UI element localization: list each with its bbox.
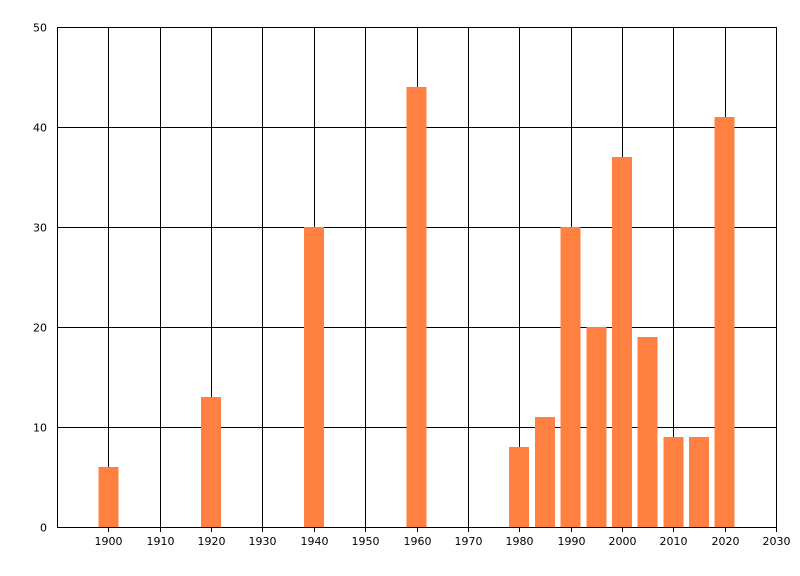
bar-2005 [637,337,658,527]
y-tick-labels: 0 10 20 30 40 50 [33,22,47,535]
x-tick-label-2010: 2010 [660,535,688,548]
x-tick-label-1940: 1940 [301,535,329,548]
x-tick-label-1960: 1960 [404,535,432,548]
y-tick-label-30: 30 [33,222,47,235]
x-tick-labels: 1900 1910 1920 1930 1940 1950 1960 1970 1980 1990… [95,535,791,548]
x-tick-label-1990: 1990 [558,535,586,548]
bar-1990 [560,227,581,527]
y-tick-label-50: 50 [33,22,47,35]
x-tick-label-2000: 2000 [609,535,637,548]
bar-1985 [534,417,555,527]
bar-1940 [303,227,324,527]
x-tick-label-1980: 1980 [506,535,534,548]
bar-1980 [509,447,530,527]
x-tick-label-1910: 1910 [147,535,175,548]
bars [98,87,735,527]
x-tick-label-2030: 2030 [763,535,791,548]
bar-1995 [586,327,607,527]
y-tick-label-0: 0 [40,522,47,535]
bar-1960 [406,87,427,527]
bar-1920 [201,397,222,527]
bar-2015 [688,437,709,527]
bar-1900 [98,467,119,527]
bar-2010 [663,437,684,527]
x-tick-label-1950: 1950 [352,535,380,548]
bar-2020 [714,117,735,527]
y-tick-label-10: 10 [33,422,47,435]
x-tick-label-1920: 1920 [198,535,226,548]
bar-2000 [611,157,632,527]
x-tick-label-2020: 2020 [712,535,740,548]
x-tick-label-1970: 1970 [455,535,483,548]
y-tick-label-40: 40 [33,122,47,135]
axes [57,27,777,532]
x-tick-label-1900: 1900 [95,535,123,548]
y-tick-label-20: 20 [33,322,47,335]
x-tick-label-1930: 1930 [249,535,277,548]
